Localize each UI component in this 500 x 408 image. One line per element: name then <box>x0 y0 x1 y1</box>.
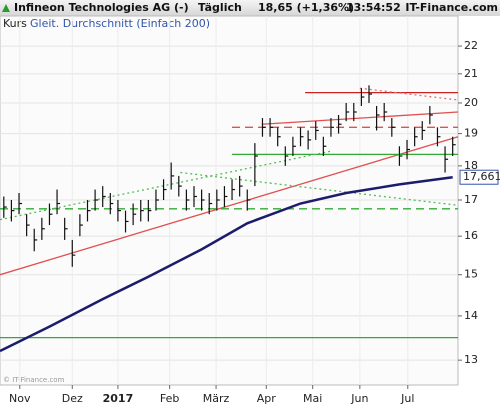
y-tick-label: 19 <box>464 127 478 140</box>
trend-line <box>0 150 332 221</box>
y-tick-label: 17 <box>464 193 478 206</box>
legend-price: Kurs <box>3 17 27 30</box>
x-tick-label: März <box>203 392 230 405</box>
moving-average <box>0 175 453 353</box>
y-tick-label: 16 <box>464 229 478 242</box>
trend-line <box>359 87 459 101</box>
time: 13:54:52 <box>346 1 401 14</box>
x-tick-label: Jul <box>400 392 414 405</box>
x-tick-label: Mai <box>303 392 322 405</box>
trend-line <box>180 171 459 206</box>
x-tick-label: 2017 <box>103 392 134 405</box>
x-tick-label: Nov <box>9 392 31 405</box>
quote: 18,65 (+1,36%) <box>258 1 354 14</box>
y-tick-label: 15 <box>464 268 478 281</box>
x-tick-label: Dez <box>62 392 83 405</box>
y-tick-label: 21 <box>464 67 478 80</box>
trend-line <box>261 111 459 125</box>
source: IT-Finance.com <box>405 1 498 14</box>
last-value-label: 17,661 <box>463 170 500 183</box>
watermark: © IT-Finance.com <box>3 376 65 384</box>
y-tick-label: 22 <box>464 39 478 52</box>
legend-ma: Gleit. Durchschnitt (Einfach 200) <box>30 17 210 30</box>
y-tick-label: 20 <box>464 96 478 109</box>
y-tick-label: 18 <box>464 159 478 172</box>
x-tick-label: Jun <box>350 392 368 405</box>
y-tick-label: 13 <box>464 353 478 366</box>
x-tick-label: Feb <box>160 392 179 405</box>
trend-line <box>0 136 459 276</box>
trend-icon <box>2 4 10 12</box>
plot-area <box>0 15 459 386</box>
header-bar <box>0 0 500 16</box>
title: Infineon Technologies AG (-) <box>14 1 189 14</box>
interval: Täglich <box>198 1 242 14</box>
y-tick-label: 14 <box>464 309 478 322</box>
last-value-box <box>459 169 499 185</box>
x-tick-label: Apr <box>257 392 277 405</box>
